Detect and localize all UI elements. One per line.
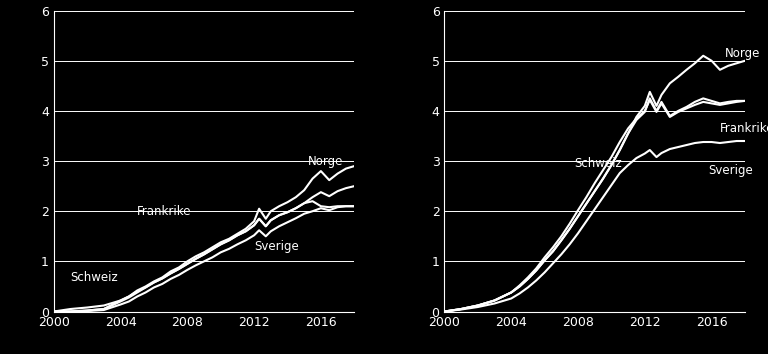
- Text: Frankrike: Frankrike: [137, 205, 192, 218]
- Text: Sverige: Sverige: [708, 164, 753, 177]
- Text: Norge: Norge: [307, 155, 343, 167]
- Text: Norge: Norge: [725, 47, 760, 60]
- Text: Schweiz: Schweiz: [71, 271, 118, 284]
- Text: Sverige: Sverige: [254, 240, 299, 253]
- Text: Frankrike: Frankrike: [720, 122, 768, 135]
- Text: Schweiz: Schweiz: [574, 157, 622, 170]
